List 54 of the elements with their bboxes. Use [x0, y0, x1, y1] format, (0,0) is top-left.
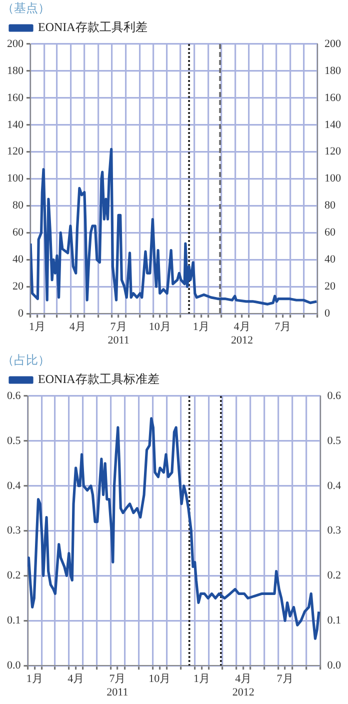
x-tick-label: 7月: [276, 673, 294, 686]
x-tick-label: 7月: [274, 321, 292, 334]
y-tick-label: 0.0: [7, 659, 22, 672]
y2-tick-label: 160: [324, 92, 342, 104]
y2-tick-label: 0.2: [327, 570, 341, 582]
y-tick-label: 0.4: [7, 480, 22, 492]
y-tick-label: 20: [12, 280, 24, 293]
y2-tick-label: 120: [324, 146, 342, 158]
y2-tick-label: 60: [324, 226, 336, 239]
y-tick-label: 200: [7, 38, 24, 50]
y-tick-label: 0.2: [7, 570, 21, 582]
y2-tick-label: 0.1: [327, 614, 341, 627]
y-tick-label: 80: [12, 200, 24, 212]
x-tick-label: 4月 2012: [232, 673, 254, 698]
x-tick-label: 4月 2012: [231, 321, 254, 346]
y2-tick-label: 80: [324, 200, 336, 212]
y-tick-label: 0.5: [7, 434, 22, 447]
legend-label: EONIA存款工具标准差: [38, 372, 160, 386]
y2-tick-label: 0.3: [327, 524, 342, 537]
y2-tick-label: 0.4: [327, 480, 342, 492]
y2-tick-label: 0.6: [327, 390, 342, 402]
x-tick-label: 1月: [28, 321, 46, 334]
y-axis-title: （基点）: [1, 0, 51, 16]
legend-label: EONIA存款工具利差: [38, 20, 148, 34]
y2-tick-label: 0: [324, 307, 330, 320]
y-tick-label: 0.6: [7, 390, 22, 402]
y2-tick-label: 0.0: [327, 659, 342, 672]
x-tick-label: 10月: [148, 321, 171, 334]
x-tick-label: 4月: [69, 321, 86, 334]
y2-tick-label: 40: [324, 254, 336, 266]
x-tick-label: 7月 2011: [106, 673, 128, 698]
x-tick-label: 1月: [26, 673, 43, 686]
y-tick-label: 0.1: [7, 614, 21, 627]
y-tick-label: 140: [7, 118, 24, 131]
x-tick-label: 7月 2011: [108, 321, 130, 346]
y-tick-label: 0.3: [7, 524, 22, 537]
y-tick-label: 180: [7, 64, 24, 77]
y-tick-label: 60: [12, 226, 24, 239]
y-axis-title: （占比）: [1, 352, 51, 368]
x-tick-label: 4月: [68, 673, 84, 686]
y2-tick-label: 0.5: [327, 434, 342, 447]
y-tick-label: 0: [18, 307, 24, 320]
x-tick-label: 1月: [192, 321, 210, 334]
y2-tick-label: 140: [324, 118, 342, 131]
y-tick-label: 40: [12, 254, 24, 266]
y2-tick-label: 180: [324, 64, 342, 77]
y-tick-label: 160: [7, 92, 24, 104]
x-tick-label: 10月: [148, 673, 171, 686]
y2-tick-label: 200: [324, 38, 342, 50]
y-tick-label: 120: [7, 146, 24, 158]
y2-tick-label: 100: [324, 172, 342, 185]
x-tick-label: 1月: [193, 673, 210, 686]
y-tick-label: 100: [7, 172, 24, 185]
y2-tick-label: 20: [324, 280, 336, 293]
